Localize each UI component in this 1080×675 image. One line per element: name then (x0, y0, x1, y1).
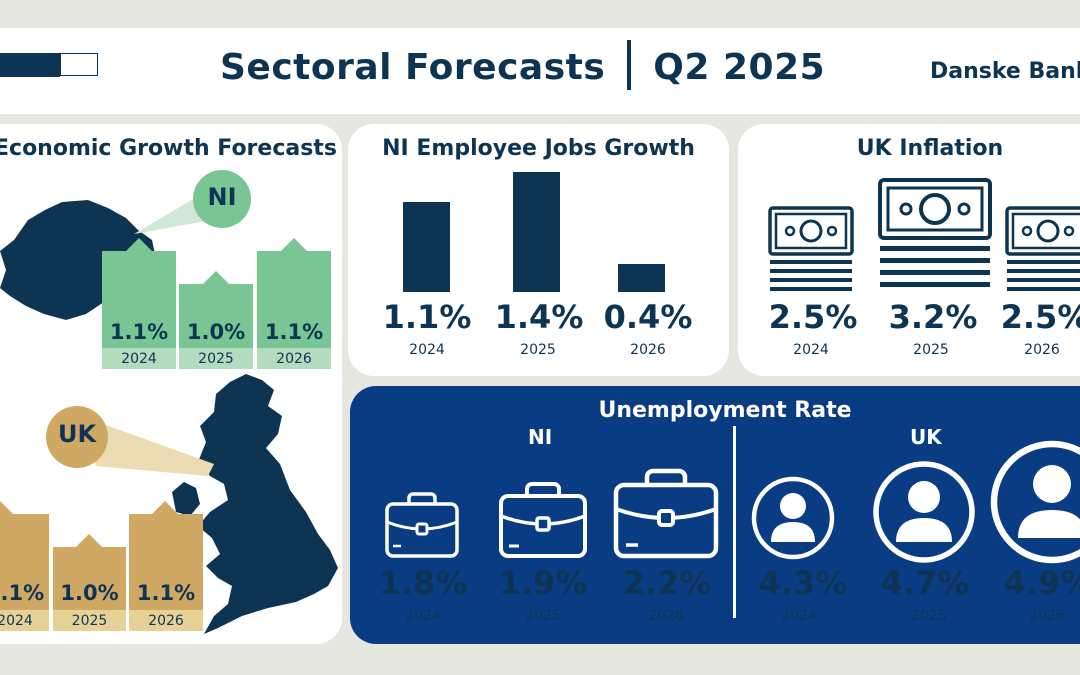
banknote-stack-icon-2025 (878, 178, 992, 287)
page-title: Sectoral Forecasts Q2 2025 (220, 40, 825, 94)
banknote-stack-icon-2024 (768, 206, 854, 291)
jobs-value-2025: 1.4% (494, 298, 584, 336)
person-icon-2025 (873, 461, 975, 563)
unemp-uk-year-2025: 2025 (911, 608, 947, 624)
unemployment-title: Unemployment Rate (598, 398, 852, 423)
briefcase-icon-2024 (385, 492, 459, 558)
header-accent-bar (0, 53, 60, 77)
uk-bar-year-2025: 2025 (71, 613, 108, 629)
briefcase-icon-2025 (499, 482, 587, 558)
header-accent-outline (60, 53, 98, 76)
jobs-year-2026: 2026 (630, 342, 666, 358)
inflation-value-2026: 2.5% (1000, 298, 1080, 336)
inflation-title: UK Inflation (856, 136, 1004, 161)
inflation-value-2024: 2.5% (768, 298, 858, 336)
person-icon-2024 (751, 476, 835, 560)
unemp-ni-value-2026: 2.2% (622, 564, 712, 602)
jobs-bar-2026 (618, 264, 665, 292)
uk-bar-value-2026: 1.1% (136, 581, 196, 605)
ni-bar-2026 (257, 238, 331, 369)
jobs-bar-2025 (513, 172, 560, 292)
title-period: Q2 2025 (653, 47, 826, 88)
uk-bar-2026 (129, 501, 203, 631)
ni-bar-year-2026: 2026 (276, 351, 312, 367)
unemp-uk-year-2026: 2026 (1029, 608, 1065, 624)
unemployment-uk-label: UK (910, 425, 942, 449)
jobs-year-2025: 2025 (520, 342, 556, 358)
uk-bar-value-2025: 1.0% (60, 581, 119, 605)
inflation-year-2026: 2026 (1024, 342, 1060, 358)
uk-bar-year-2024: 2024 (0, 613, 33, 629)
jobs-value-2026: 0.4% (603, 298, 693, 336)
jobs-year-2024: 2024 (409, 342, 445, 358)
unemployment-divider (733, 426, 736, 618)
uk-bar-year-2026: 2026 (148, 613, 184, 629)
unemp-uk-year-2024: 2024 (781, 608, 817, 624)
ni-bar-value-2024: 1.1% (109, 320, 169, 344)
inflation-value-2025: 3.2% (888, 298, 978, 336)
uk-bar-value-2024: 1.1% (0, 581, 45, 605)
inflation-year-2024: 2024 (793, 342, 829, 358)
uk-map-icon (172, 374, 338, 634)
uk-callout-beam (92, 420, 214, 476)
inflation-year-2025: 2025 (913, 342, 949, 358)
jobs-bar-chart (403, 172, 665, 292)
unemp-uk-value-2026: 4.9% (1003, 564, 1080, 602)
unemp-ni-year-2025: 2025 (525, 608, 561, 624)
ni-map-icon (0, 200, 155, 320)
person-icon-2026 (990, 440, 1080, 564)
header-bar (0, 28, 1080, 114)
ni-bar-year-2024: 2024 (121, 351, 157, 367)
ni-growth-bars (102, 238, 331, 369)
jobs-title: NI Employee Jobs Growth (382, 136, 695, 161)
unemp-ni-value-2024: 1.8% (378, 564, 468, 602)
ni-badge-label: NI (207, 183, 237, 211)
banknote-stack-icon-2026 (1005, 206, 1080, 291)
jobs-bar-2024 (403, 202, 450, 292)
unemp-ni-value-2025: 1.9% (498, 564, 588, 602)
title-separator (627, 40, 632, 90)
uk-badge-label: UK (57, 420, 97, 448)
ni-bar-value-2026: 1.1% (264, 320, 324, 344)
ni-bar-value-2025: 1.0% (186, 320, 246, 344)
uk-bar-2024 (0, 501, 49, 631)
jobs-value-2024: 1.1% (382, 298, 472, 336)
unemp-ni-year-2026: 2026 (648, 608, 684, 624)
brand-logo-text: Danske Bank (930, 59, 1080, 84)
uk-badge (46, 406, 108, 468)
uk-bar-2025 (53, 534, 126, 631)
unemployment-ni-label: NI (528, 425, 553, 449)
briefcase-icon-2026 (613, 468, 719, 559)
unemp-ni-year-2024: 2024 (405, 608, 441, 624)
ni-bar-2025 (179, 271, 253, 369)
title-text: Sectoral Forecasts (220, 47, 606, 88)
ni-badge (193, 170, 251, 228)
unemp-uk-value-2025: 4.7% (880, 564, 970, 602)
ni-bar-year-2025: 2025 (198, 351, 234, 367)
growth-title: Economic Growth Forecasts (0, 136, 337, 161)
uk-growth-bars (0, 501, 203, 631)
unemp-uk-value-2024: 4.3% (758, 564, 848, 602)
ni-bar-2024 (102, 238, 176, 369)
